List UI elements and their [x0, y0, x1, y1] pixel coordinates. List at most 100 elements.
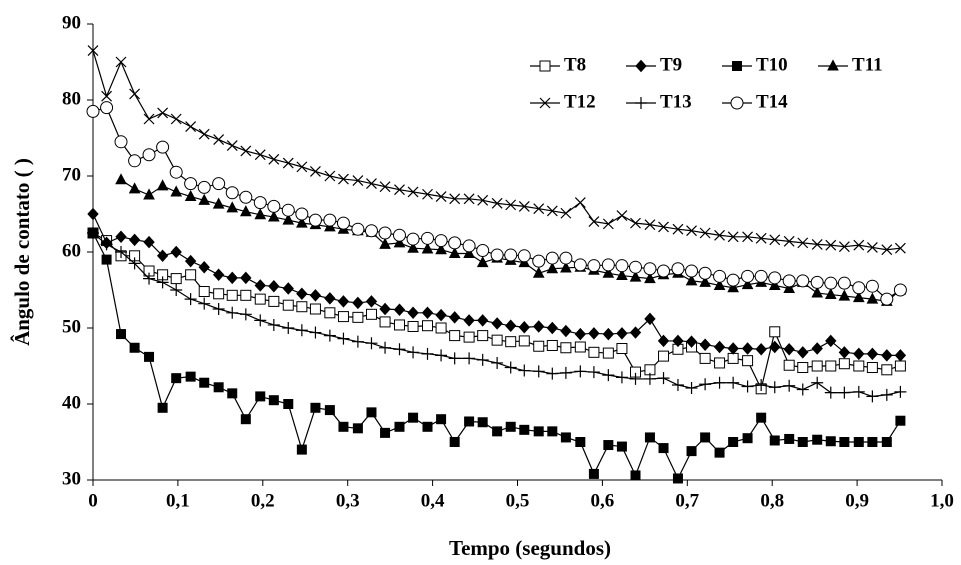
marker [421, 242, 434, 254]
marker [545, 251, 559, 265]
marker [797, 437, 808, 447]
marker [296, 444, 307, 455]
marker [434, 234, 448, 248]
marker [156, 276, 169, 289]
marker [115, 56, 127, 68]
marker [671, 379, 684, 391]
marker [213, 288, 225, 300]
marker [602, 369, 615, 382]
marker [741, 342, 754, 355]
marker [657, 334, 670, 348]
marker [310, 166, 321, 177]
marker [616, 268, 628, 281]
marker [769, 326, 781, 338]
marker [533, 426, 544, 437]
marker [115, 246, 128, 258]
marker [616, 210, 628, 221]
marker [616, 441, 627, 452]
marker [754, 269, 768, 283]
marker [379, 237, 391, 249]
marker [213, 134, 225, 145]
marker [699, 378, 712, 391]
x-tick-label: 0,1 [166, 490, 190, 511]
marker [324, 405, 335, 416]
marker [421, 306, 434, 320]
marker [337, 332, 350, 345]
marker [282, 282, 294, 295]
marker [337, 295, 350, 308]
marker [866, 347, 879, 361]
marker [839, 437, 850, 447]
marker [866, 292, 879, 304]
marker [268, 395, 279, 406]
marker [336, 216, 350, 230]
marker [894, 360, 906, 372]
marker [881, 244, 893, 256]
marker [282, 322, 295, 334]
marker [714, 229, 725, 241]
marker [505, 336, 517, 348]
x-tick-label: 0,9 [845, 490, 869, 511]
marker [811, 376, 824, 389]
legend-marker [635, 97, 647, 109]
marker [435, 349, 448, 362]
series [87, 45, 906, 256]
marker [476, 256, 489, 268]
marker [866, 362, 878, 374]
marker [518, 200, 530, 212]
marker [505, 421, 516, 432]
marker [435, 243, 447, 255]
legend-label: T12 [564, 91, 596, 112]
marker [100, 238, 113, 251]
marker [517, 249, 531, 263]
marker [615, 371, 628, 384]
marker [587, 259, 601, 273]
marker [727, 352, 739, 364]
marker [756, 412, 767, 423]
marker [505, 319, 517, 332]
marker [755, 343, 767, 356]
marker [768, 271, 782, 285]
marker [491, 334, 503, 346]
marker [546, 367, 559, 380]
marker [351, 335, 364, 348]
marker [407, 320, 419, 332]
marker [560, 342, 572, 354]
marker [658, 350, 670, 362]
marker [226, 201, 239, 213]
marker [197, 180, 211, 194]
marker [533, 340, 545, 352]
marker [144, 351, 155, 362]
marker [477, 314, 489, 327]
marker [282, 299, 294, 311]
marker [86, 104, 100, 118]
marker [519, 424, 530, 435]
marker [587, 366, 600, 379]
marker [838, 386, 851, 399]
marker [337, 311, 349, 323]
marker [644, 432, 655, 443]
x-tick-label: 1,0 [930, 490, 954, 511]
marker [254, 293, 266, 305]
marker [769, 435, 780, 446]
marker [838, 289, 851, 301]
marker [128, 182, 141, 194]
legend-label: T8 [564, 54, 586, 75]
x-tick-label: 0,5 [506, 490, 530, 511]
marker [574, 197, 586, 209]
marker [435, 191, 447, 202]
marker [476, 353, 489, 366]
marker [267, 318, 280, 331]
marker [435, 322, 447, 334]
marker [893, 283, 907, 297]
marker [449, 437, 460, 447]
marker [727, 376, 740, 389]
marker [532, 365, 545, 378]
marker [713, 269, 727, 283]
marker [212, 303, 225, 315]
marker [573, 258, 587, 272]
x-tick-label: 0,3 [336, 490, 360, 511]
marker [198, 286, 210, 298]
marker [296, 216, 308, 228]
